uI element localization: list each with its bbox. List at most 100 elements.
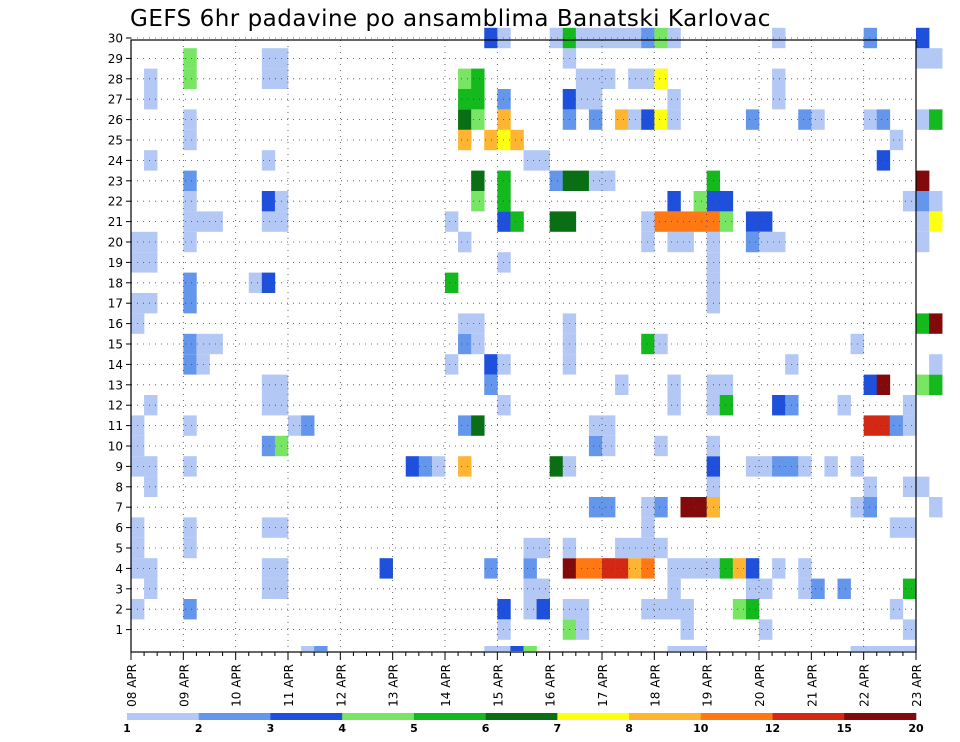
x-tick-label: 16 APR xyxy=(544,664,558,707)
heatmap-cell xyxy=(484,558,498,579)
heatmap-cell xyxy=(497,646,511,651)
heatmap-cell xyxy=(261,211,276,232)
heatmap-cell xyxy=(745,109,760,130)
heatmap-cell xyxy=(497,599,511,620)
heatmap-cell xyxy=(183,129,197,151)
heatmap-cell xyxy=(144,293,158,314)
heatmap-cell xyxy=(183,272,197,293)
heatmap-cell xyxy=(183,537,197,559)
y-axis: 1234567891011121314151617181920212223242… xyxy=(108,32,131,637)
heatmap-cell xyxy=(144,150,158,171)
heatmap-cell xyxy=(824,456,838,477)
heatmap-cell xyxy=(916,476,930,497)
heatmap-cell xyxy=(863,415,878,436)
heatmap-cell xyxy=(588,109,603,130)
heatmap-cell xyxy=(575,170,590,191)
y-tick-label: 30 xyxy=(108,32,123,46)
heatmap-cell xyxy=(144,68,158,89)
heatmap-cell xyxy=(615,27,629,49)
heatmap-cell xyxy=(902,517,917,538)
heatmap-cell xyxy=(680,619,694,640)
heatmap-cell xyxy=(575,558,590,579)
heatmap-cell xyxy=(471,89,485,110)
x-tick-label: 22 APR xyxy=(858,664,872,707)
heatmap-cell xyxy=(772,68,786,89)
y-tick-label: 14 xyxy=(108,358,123,372)
legend-swatch xyxy=(557,713,630,720)
heatmap-cell xyxy=(680,558,694,579)
heatmap-cell xyxy=(693,191,707,212)
heatmap-cell xyxy=(602,27,616,49)
heatmap-cell xyxy=(183,68,197,89)
heatmap-cell xyxy=(628,27,642,49)
chart-title: GEFS 6hr padavine po ansamblima Banatski… xyxy=(130,6,771,32)
heatmap-cell xyxy=(484,27,498,49)
legend-label: 1 xyxy=(123,722,131,735)
heatmap-cell xyxy=(458,415,472,436)
heatmap-cell xyxy=(523,578,537,599)
heatmap-cell xyxy=(667,558,681,579)
x-tick-label: 20 APR xyxy=(753,664,767,707)
heatmap-cell xyxy=(615,109,629,130)
heatmap-cell xyxy=(745,578,760,599)
heatmap-cell xyxy=(497,252,511,273)
heatmap-cell xyxy=(719,395,734,416)
heatmap-cell xyxy=(667,89,681,110)
heatmap-cell xyxy=(144,558,158,579)
heatmap-cell xyxy=(144,476,158,497)
heatmap-cell xyxy=(667,211,681,232)
heatmap-cell xyxy=(588,558,603,579)
heatmap-cell xyxy=(458,68,472,89)
heatmap-cell xyxy=(536,599,550,620)
heatmap-cell xyxy=(759,619,773,640)
heatmap-cell xyxy=(876,415,891,436)
x-tick-label: 17 APR xyxy=(596,664,610,707)
y-tick-label: 7 xyxy=(115,501,123,515)
heatmap-cell xyxy=(445,211,459,232)
y-tick-label: 23 xyxy=(108,174,123,188)
heatmap-cell xyxy=(615,374,629,395)
heatmap-cell xyxy=(471,191,485,212)
x-axis: 08 APR 09 APR 10 APR 11 APR 12 APR 13 APR 14 A… xyxy=(125,652,924,707)
heatmap-cell xyxy=(667,231,681,253)
x-tick-label: 09 APR xyxy=(177,664,191,707)
heatmap-cell xyxy=(497,619,511,640)
heatmap-cell xyxy=(183,517,197,538)
heatmap-cell xyxy=(916,313,930,334)
heatmap-cell xyxy=(144,395,158,416)
heatmap-cell xyxy=(575,89,590,110)
legend-swatch xyxy=(700,713,773,720)
x-tick-label: 11 APR xyxy=(282,664,296,707)
heatmap-cell xyxy=(798,578,812,599)
heatmap-cells xyxy=(131,27,943,651)
legend-swatch xyxy=(844,713,917,720)
y-tick-label: 10 xyxy=(108,440,123,454)
y-tick-label: 21 xyxy=(108,215,123,229)
heatmap-cell xyxy=(876,374,891,395)
heatmap-cell xyxy=(929,354,943,375)
heatmap-cell xyxy=(902,395,917,416)
heatmap-cell xyxy=(261,395,276,416)
heatmap-cell xyxy=(929,211,943,232)
heatmap-cell xyxy=(588,435,603,457)
legend-swatch xyxy=(198,713,271,720)
heatmap-cell xyxy=(471,68,485,89)
heatmap-cell xyxy=(261,272,276,293)
heatmap-cell xyxy=(667,578,681,599)
y-tick-label: 17 xyxy=(108,297,123,311)
heatmap-cell xyxy=(929,191,943,212)
legend-label: 8 xyxy=(625,722,633,735)
heatmap-cell xyxy=(510,129,524,151)
heatmap-cell xyxy=(497,109,511,130)
heatmap-cell xyxy=(458,313,472,334)
heatmap-cell xyxy=(144,252,158,273)
y-tick-label: 18 xyxy=(108,276,123,290)
legend-swatch xyxy=(772,713,845,720)
heatmap-cell xyxy=(889,129,904,151)
heatmap-cell xyxy=(209,211,223,232)
y-tick-label: 22 xyxy=(108,195,123,209)
heatmap-cell xyxy=(471,333,485,355)
heatmap-cell xyxy=(261,374,276,395)
heatmap-cell xyxy=(405,456,420,477)
